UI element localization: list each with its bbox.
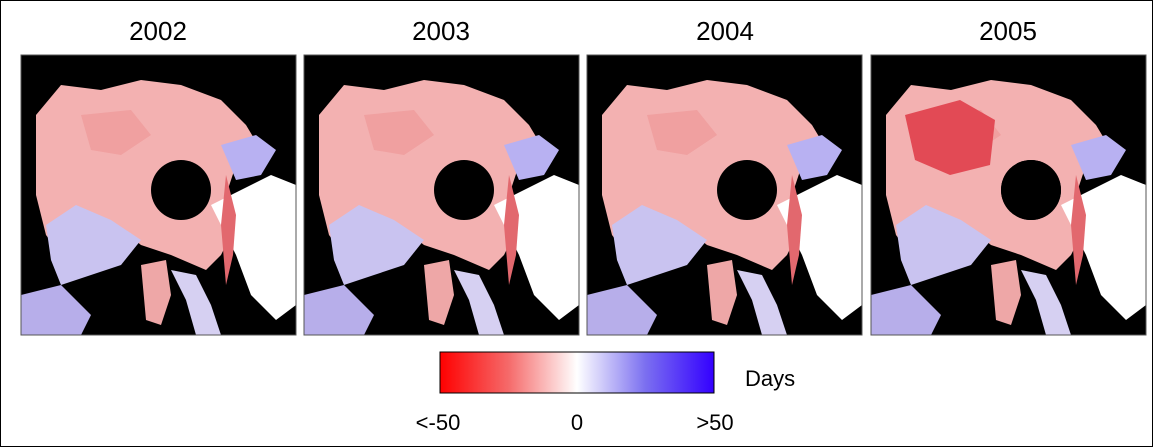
map-frame [20,54,297,336]
panel-title: 2003 [412,16,470,46]
panel: 2003 [303,16,580,336]
panel: 2002 [20,16,297,336]
colorbar-label: 0 [571,410,583,435]
map-pole [1001,160,1061,220]
map-frame [870,54,1147,336]
colorbar-label: >50 [696,410,733,435]
map-frame [303,54,580,336]
colorbar-unit: Days [745,366,795,391]
colorbar [439,351,715,394]
map-highlight [905,100,995,175]
panel-title: 2002 [129,16,187,46]
map-image [21,55,296,335]
colorbar-label: <-50 [416,410,461,435]
panel-title: 2004 [696,16,754,46]
panel-title: 2005 [979,16,1037,46]
map-frame [586,54,863,336]
map-image [587,55,862,335]
panel: 2004 [586,16,863,336]
panel: 2005 [870,16,1147,336]
map-image [304,55,579,335]
